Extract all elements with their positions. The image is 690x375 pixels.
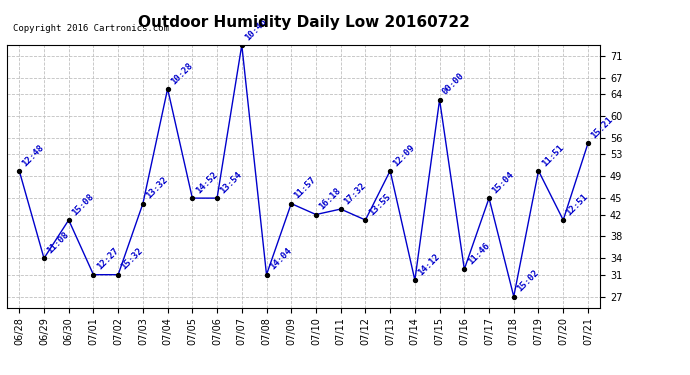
Text: 13:54: 13:54 (219, 170, 244, 195)
Text: 15:04: 15:04 (491, 170, 516, 195)
Text: 15:21: 15:21 (589, 115, 615, 141)
Text: 10:46: 10:46 (243, 17, 268, 42)
Point (39, 255, 50, 261)
Point (286, 201, 297, 207)
Text: 10:28: 10:28 (169, 61, 195, 86)
Point (187, 195, 198, 201)
Point (459, 266, 470, 272)
Point (162, 86, 173, 92)
Point (236, 42, 247, 48)
Point (558, 217, 569, 223)
Point (212, 195, 223, 201)
Text: 15:32: 15:32 (119, 246, 145, 272)
Text: 15:02: 15:02 (515, 268, 540, 294)
Text: 11:08: 11:08 (46, 230, 71, 255)
Point (137, 201, 148, 207)
Point (484, 195, 495, 201)
Point (434, 97, 445, 103)
Point (384, 168, 395, 174)
Bar (482, 8, 598, 32)
Point (360, 217, 371, 223)
Text: 14:12: 14:12 (416, 252, 442, 278)
Text: 12:09: 12:09 (391, 142, 417, 168)
Point (63, 217, 75, 223)
Text: 12:27: 12:27 (95, 246, 120, 272)
Point (509, 294, 520, 300)
Text: 00:00: 00:00 (441, 72, 466, 97)
Point (112, 272, 124, 278)
Text: 13:55: 13:55 (367, 192, 392, 217)
Point (409, 277, 420, 283)
Text: 15:08: 15:08 (70, 192, 95, 217)
Text: 16:18: 16:18 (317, 186, 343, 212)
Point (14, 168, 25, 174)
Text: 13:32: 13:32 (144, 176, 170, 201)
Text: 17:32: 17:32 (342, 181, 368, 206)
Text: 11:51: 11:51 (540, 142, 565, 168)
Text: 11:46: 11:46 (466, 241, 491, 267)
Text: 14:04: 14:04 (268, 246, 293, 272)
Point (582, 141, 593, 147)
Point (310, 211, 322, 217)
Point (261, 272, 272, 278)
Point (533, 168, 544, 174)
Text: 12:48: 12:48 (21, 142, 46, 168)
Text: 12:51: 12:51 (564, 192, 590, 217)
Text: 11:57: 11:57 (293, 176, 318, 201)
Text: Copyright 2016 Cartronics.com: Copyright 2016 Cartronics.com (13, 24, 169, 33)
Text: Humidity  (%): Humidity (%) (504, 16, 574, 25)
Point (335, 206, 346, 212)
Point (88, 272, 99, 278)
Text: Outdoor Humidity Daily Low 20160722: Outdoor Humidity Daily Low 20160722 (138, 15, 469, 30)
Text: 14:52: 14:52 (194, 170, 219, 195)
